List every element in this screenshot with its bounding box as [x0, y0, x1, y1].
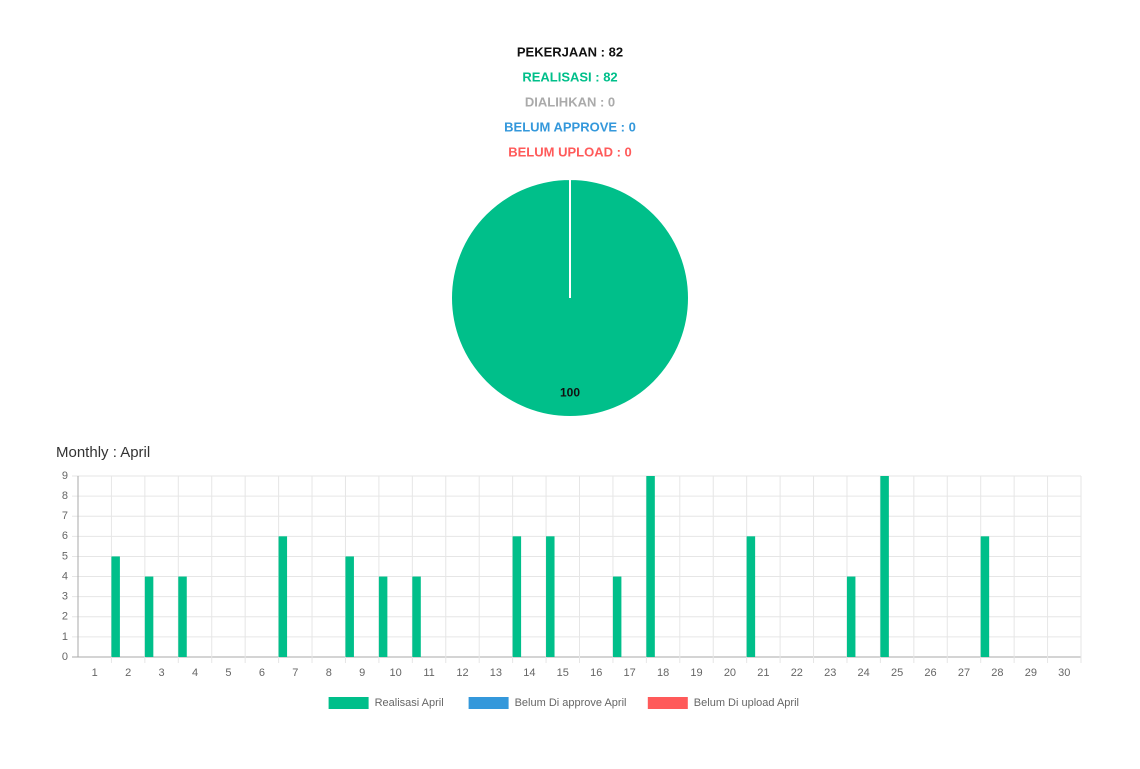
x-tick-label: 26 [924, 667, 936, 679]
x-tick-label: 9 [359, 667, 365, 679]
bar [144, 576, 154, 657]
bar [646, 476, 655, 657]
x-tick-label: 2 [125, 667, 131, 679]
x-tick-label: 12 [456, 667, 468, 679]
y-tick-label: 9 [62, 470, 68, 482]
pie-label: 100 [560, 385, 580, 399]
bar [412, 576, 421, 657]
bar [178, 576, 187, 657]
y-tick-label: 3 [62, 591, 68, 603]
bar [345, 556, 354, 657]
x-tick-label: 28 [991, 667, 1003, 679]
x-tick-label: 21 [757, 667, 769, 679]
bar [546, 536, 555, 657]
bar [111, 556, 120, 657]
x-tick-label: 13 [490, 667, 502, 679]
x-tick-label: 30 [1058, 667, 1070, 679]
bar [846, 576, 856, 657]
y-tick-label: 8 [62, 490, 68, 502]
bar [278, 536, 288, 657]
x-tick-label: 16 [590, 667, 602, 679]
y-tick-label: 7 [62, 510, 68, 522]
x-tick-label: 29 [1025, 667, 1037, 679]
bar [746, 536, 756, 657]
x-tick-label: 8 [326, 667, 332, 679]
legend-label: Belum Di upload April [694, 697, 799, 709]
x-tick-label: 23 [824, 667, 836, 679]
x-tick-label: 6 [259, 667, 265, 679]
x-tick-label: 18 [657, 667, 669, 679]
chart-title: Monthly : April [56, 444, 150, 461]
x-tick-label: 17 [624, 667, 636, 679]
legend-swatch [468, 697, 509, 709]
y-tick-label: 0 [62, 651, 68, 663]
pie-slice [450, 177, 690, 419]
summary-line: REALISASI : 82 [522, 69, 617, 84]
bar [512, 536, 522, 657]
x-tick-label: 15 [557, 667, 569, 679]
x-tick-label: 27 [958, 667, 970, 679]
x-tick-label: 22 [791, 667, 803, 679]
y-tick-label: 2 [62, 611, 68, 623]
summary-line: DIALIHKAN : 0 [525, 94, 615, 109]
legend-swatch [647, 697, 688, 709]
x-tick-label: 1 [92, 667, 98, 679]
y-tick-label: 5 [62, 550, 68, 562]
x-tick-label: 24 [858, 667, 870, 679]
x-tick-label: 11 [423, 667, 434, 679]
y-tick-label: 1 [62, 631, 68, 643]
legend-label: Realisasi April [375, 697, 444, 709]
x-tick-label: 14 [523, 667, 535, 679]
y-tick-label: 6 [62, 530, 68, 542]
bar [980, 536, 990, 657]
bar [612, 576, 622, 657]
x-tick-label: 4 [192, 667, 198, 679]
bar [880, 476, 889, 657]
legend-swatch [328, 697, 369, 709]
x-tick-label: 19 [690, 667, 702, 679]
x-tick-label: 25 [891, 667, 903, 679]
legend-label: Belum Di approve April [515, 697, 627, 709]
x-tick-label: 5 [225, 667, 231, 679]
summary-line: BELUM UPLOAD : 0 [508, 144, 632, 159]
summary-line: BELUM APPROVE : 0 [504, 119, 636, 134]
x-tick-label: 7 [292, 667, 298, 679]
y-tick-label: 4 [62, 570, 68, 582]
x-tick-label: 3 [159, 667, 165, 679]
x-tick-label: 20 [724, 667, 736, 679]
bar [378, 576, 388, 657]
x-tick-label: 10 [389, 667, 401, 679]
summary-line: PEKERJAAN : 82 [517, 44, 623, 59]
